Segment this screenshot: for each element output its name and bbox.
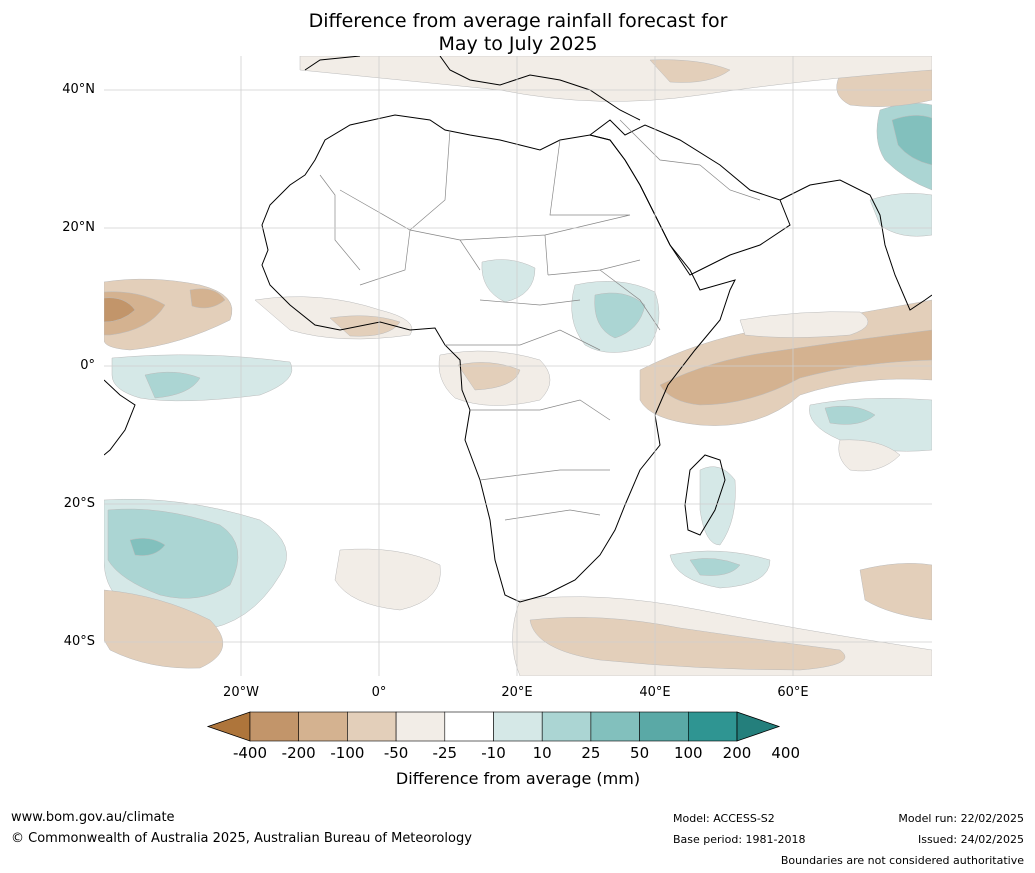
colorbar-extend-low [206, 711, 251, 742]
colorbar-segment [298, 711, 348, 742]
colorbar-tick-label: -200 [281, 744, 316, 762]
colorbar-tick-label: -100 [330, 744, 365, 762]
footer-model: Model: ACCESS-S2 [673, 812, 775, 825]
colorbar-tick-label: -10 [481, 744, 506, 762]
colorbar-tick-label: -25 [432, 744, 458, 762]
lat-label-0: 0° [80, 358, 95, 373]
colorbar-tick-label: 200 [722, 744, 752, 762]
colorbar-segment [541, 711, 592, 742]
colorbar-segment [687, 711, 738, 742]
colorbar-tick-label: 50 [630, 744, 650, 762]
colorbar-tick-label: 10 [532, 744, 552, 762]
colorbar-segment [249, 711, 300, 742]
lat-label-20s: 20°S [63, 496, 95, 511]
coastlines [104, 56, 932, 603]
gridlines [104, 56, 932, 676]
colorbar-tick-label: 25 [581, 744, 601, 762]
title-line-1: Difference from average rainfall forecas… [308, 10, 728, 32]
country-borders [319, 119, 761, 521]
colorbar-segment [395, 711, 446, 742]
colorbar-tick-label: 400 [771, 744, 800, 762]
lat-label-20n: 20°N [62, 220, 95, 235]
colorbar-segment [444, 711, 494, 742]
lat-label-40s: 40°S [63, 634, 95, 649]
footer-disclaimer: Boundaries are not considered authoritat… [780, 854, 1024, 867]
colorbar [206, 711, 781, 742]
map-title: Difference from average rainfall forecas… [104, 10, 932, 56]
colorbar-tick-label: -400 [232, 744, 268, 762]
colorbar-tick-label: -50 [383, 744, 409, 762]
colorbar-extend-high [736, 711, 781, 742]
colorbar-tick-label: 100 [673, 744, 703, 762]
colorbar-segment [590, 711, 640, 742]
footer-copyright: © Commonwealth of Australia 2025, Austra… [11, 831, 472, 846]
rainfall-anomaly-contours [104, 56, 932, 676]
colorbar-segment [347, 711, 397, 742]
colorbar-segment [493, 711, 543, 742]
footer-url[interactable]: www.bom.gov.au/climate [11, 810, 175, 825]
lon-label-60e: 60°E [777, 685, 809, 700]
title-line-2: May to July 2025 [438, 33, 598, 55]
lat-label-40n: 40°N [62, 82, 95, 97]
lon-label-20e: 20°E [501, 685, 533, 700]
footer-model-run: Model run: 22/02/2025 [898, 812, 1024, 825]
colorbar-label: Difference from average (mm) [395, 769, 641, 788]
lon-label-20w: 20°W [223, 685, 259, 700]
colorbar-segment [639, 711, 689, 742]
lon-label-40e: 40°E [639, 685, 671, 700]
footer-issued: Issued: 24/02/2025 [917, 833, 1024, 846]
footer-base-period: Base period: 1981-2018 [673, 833, 806, 846]
map-area [104, 56, 932, 676]
lon-label-0: 0° [371, 685, 387, 700]
